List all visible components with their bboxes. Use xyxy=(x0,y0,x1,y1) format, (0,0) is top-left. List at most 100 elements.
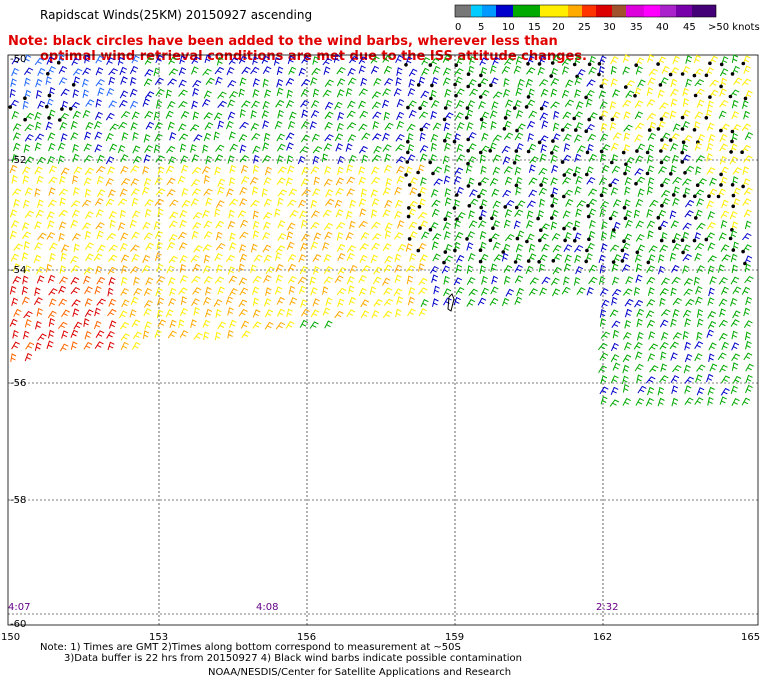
wind-barb xyxy=(35,89,43,99)
wind-barb xyxy=(348,154,357,164)
wind-barb xyxy=(83,267,94,275)
wind-barb xyxy=(456,143,464,153)
wind-barb xyxy=(682,309,692,318)
wind-barb xyxy=(444,88,452,98)
wind-barb xyxy=(647,287,655,296)
wind-barb xyxy=(598,254,606,264)
wind-barb xyxy=(528,110,538,119)
wind-barb xyxy=(70,286,81,295)
quality-flag-dot xyxy=(572,173,577,177)
wind-barb xyxy=(444,112,454,120)
wind-barb xyxy=(94,197,104,206)
wind-barb xyxy=(709,276,717,285)
wind-barb xyxy=(201,166,211,174)
wind-barb xyxy=(384,153,392,163)
wind-barb xyxy=(719,143,728,152)
wind-barb xyxy=(456,186,464,196)
wind-barb xyxy=(657,56,667,65)
wind-barb xyxy=(634,253,642,263)
wind-barb xyxy=(240,164,249,174)
wind-barb xyxy=(216,56,224,66)
wind-barb xyxy=(550,77,560,86)
wind-barb xyxy=(672,364,682,373)
wind-barb xyxy=(120,287,129,296)
wind-barb xyxy=(252,164,260,174)
quality-flag-dot xyxy=(635,250,640,255)
wind-barb xyxy=(552,133,561,142)
wind-barb xyxy=(541,100,550,109)
wind-barb xyxy=(382,277,391,286)
wind-barb xyxy=(84,167,94,176)
wind-barb xyxy=(408,286,416,296)
quality-flag-dot xyxy=(572,227,577,231)
wind-barb xyxy=(672,197,680,207)
wind-barb xyxy=(322,89,332,98)
wind-barb xyxy=(661,331,669,341)
wind-barb xyxy=(636,308,645,317)
wind-barb xyxy=(646,319,656,328)
wind-barb xyxy=(251,132,261,141)
wind-barb xyxy=(287,120,296,130)
wind-barb xyxy=(599,208,607,218)
quality-flag-dot xyxy=(443,138,447,143)
quality-flag-dot xyxy=(406,105,410,110)
quality-flag-dot xyxy=(551,139,555,143)
wind-barb xyxy=(105,133,114,142)
wind-barb xyxy=(120,333,130,341)
wind-barb xyxy=(286,100,294,109)
wind-barb xyxy=(564,99,575,107)
wind-barb xyxy=(129,100,139,109)
wind-barb xyxy=(275,245,286,253)
wind-barb xyxy=(85,99,95,107)
quality-flag-dot xyxy=(719,84,723,89)
wind-barb xyxy=(477,297,487,306)
wind-barb xyxy=(105,178,114,187)
wind-barb xyxy=(552,122,560,132)
wind-barb xyxy=(265,287,272,296)
wind-barb xyxy=(83,143,92,152)
wind-barb xyxy=(345,143,353,152)
wind-barb xyxy=(382,132,390,142)
quality-flag-dot xyxy=(728,236,733,241)
wind-barb xyxy=(227,329,234,339)
wind-barb xyxy=(730,276,740,285)
wind-barb xyxy=(600,331,611,339)
wind-barb xyxy=(143,78,153,87)
wind-barb xyxy=(372,276,382,285)
wind-barb xyxy=(109,219,116,229)
wind-barb xyxy=(600,375,608,384)
wind-barb xyxy=(142,330,150,339)
wind-barb xyxy=(215,200,225,209)
quality-flag-dot xyxy=(491,226,495,230)
wind-barb xyxy=(489,297,499,306)
wind-barb xyxy=(48,298,57,307)
quality-flag-dot xyxy=(599,149,604,154)
wind-barb xyxy=(432,253,441,262)
wind-barb xyxy=(9,164,18,174)
quality-flag-dot xyxy=(416,83,421,87)
wind-barb xyxy=(384,230,392,239)
wind-barb xyxy=(408,68,418,77)
wind-barb xyxy=(707,396,714,406)
wind-barb xyxy=(167,78,177,86)
wind-barb xyxy=(672,243,681,252)
wind-barb xyxy=(661,198,670,206)
wind-barb xyxy=(286,308,293,318)
wind-barb xyxy=(731,54,739,63)
quality-flag-dot xyxy=(526,259,531,263)
wind-barb xyxy=(169,287,177,297)
wind-barb xyxy=(47,274,56,284)
wind-barb xyxy=(287,275,297,284)
wind-barb xyxy=(263,221,271,230)
quality-flag-dot xyxy=(418,106,422,110)
wind-barb xyxy=(11,67,19,77)
wind-barb xyxy=(322,286,329,295)
wind-barb xyxy=(145,277,154,286)
wind-barb xyxy=(454,76,463,85)
wind-barb xyxy=(467,100,476,109)
wind-barb xyxy=(383,298,394,306)
wind-barb xyxy=(24,123,34,132)
quality-flag-dot xyxy=(417,205,422,209)
wind-barb xyxy=(624,209,632,219)
wind-barb xyxy=(120,76,128,85)
